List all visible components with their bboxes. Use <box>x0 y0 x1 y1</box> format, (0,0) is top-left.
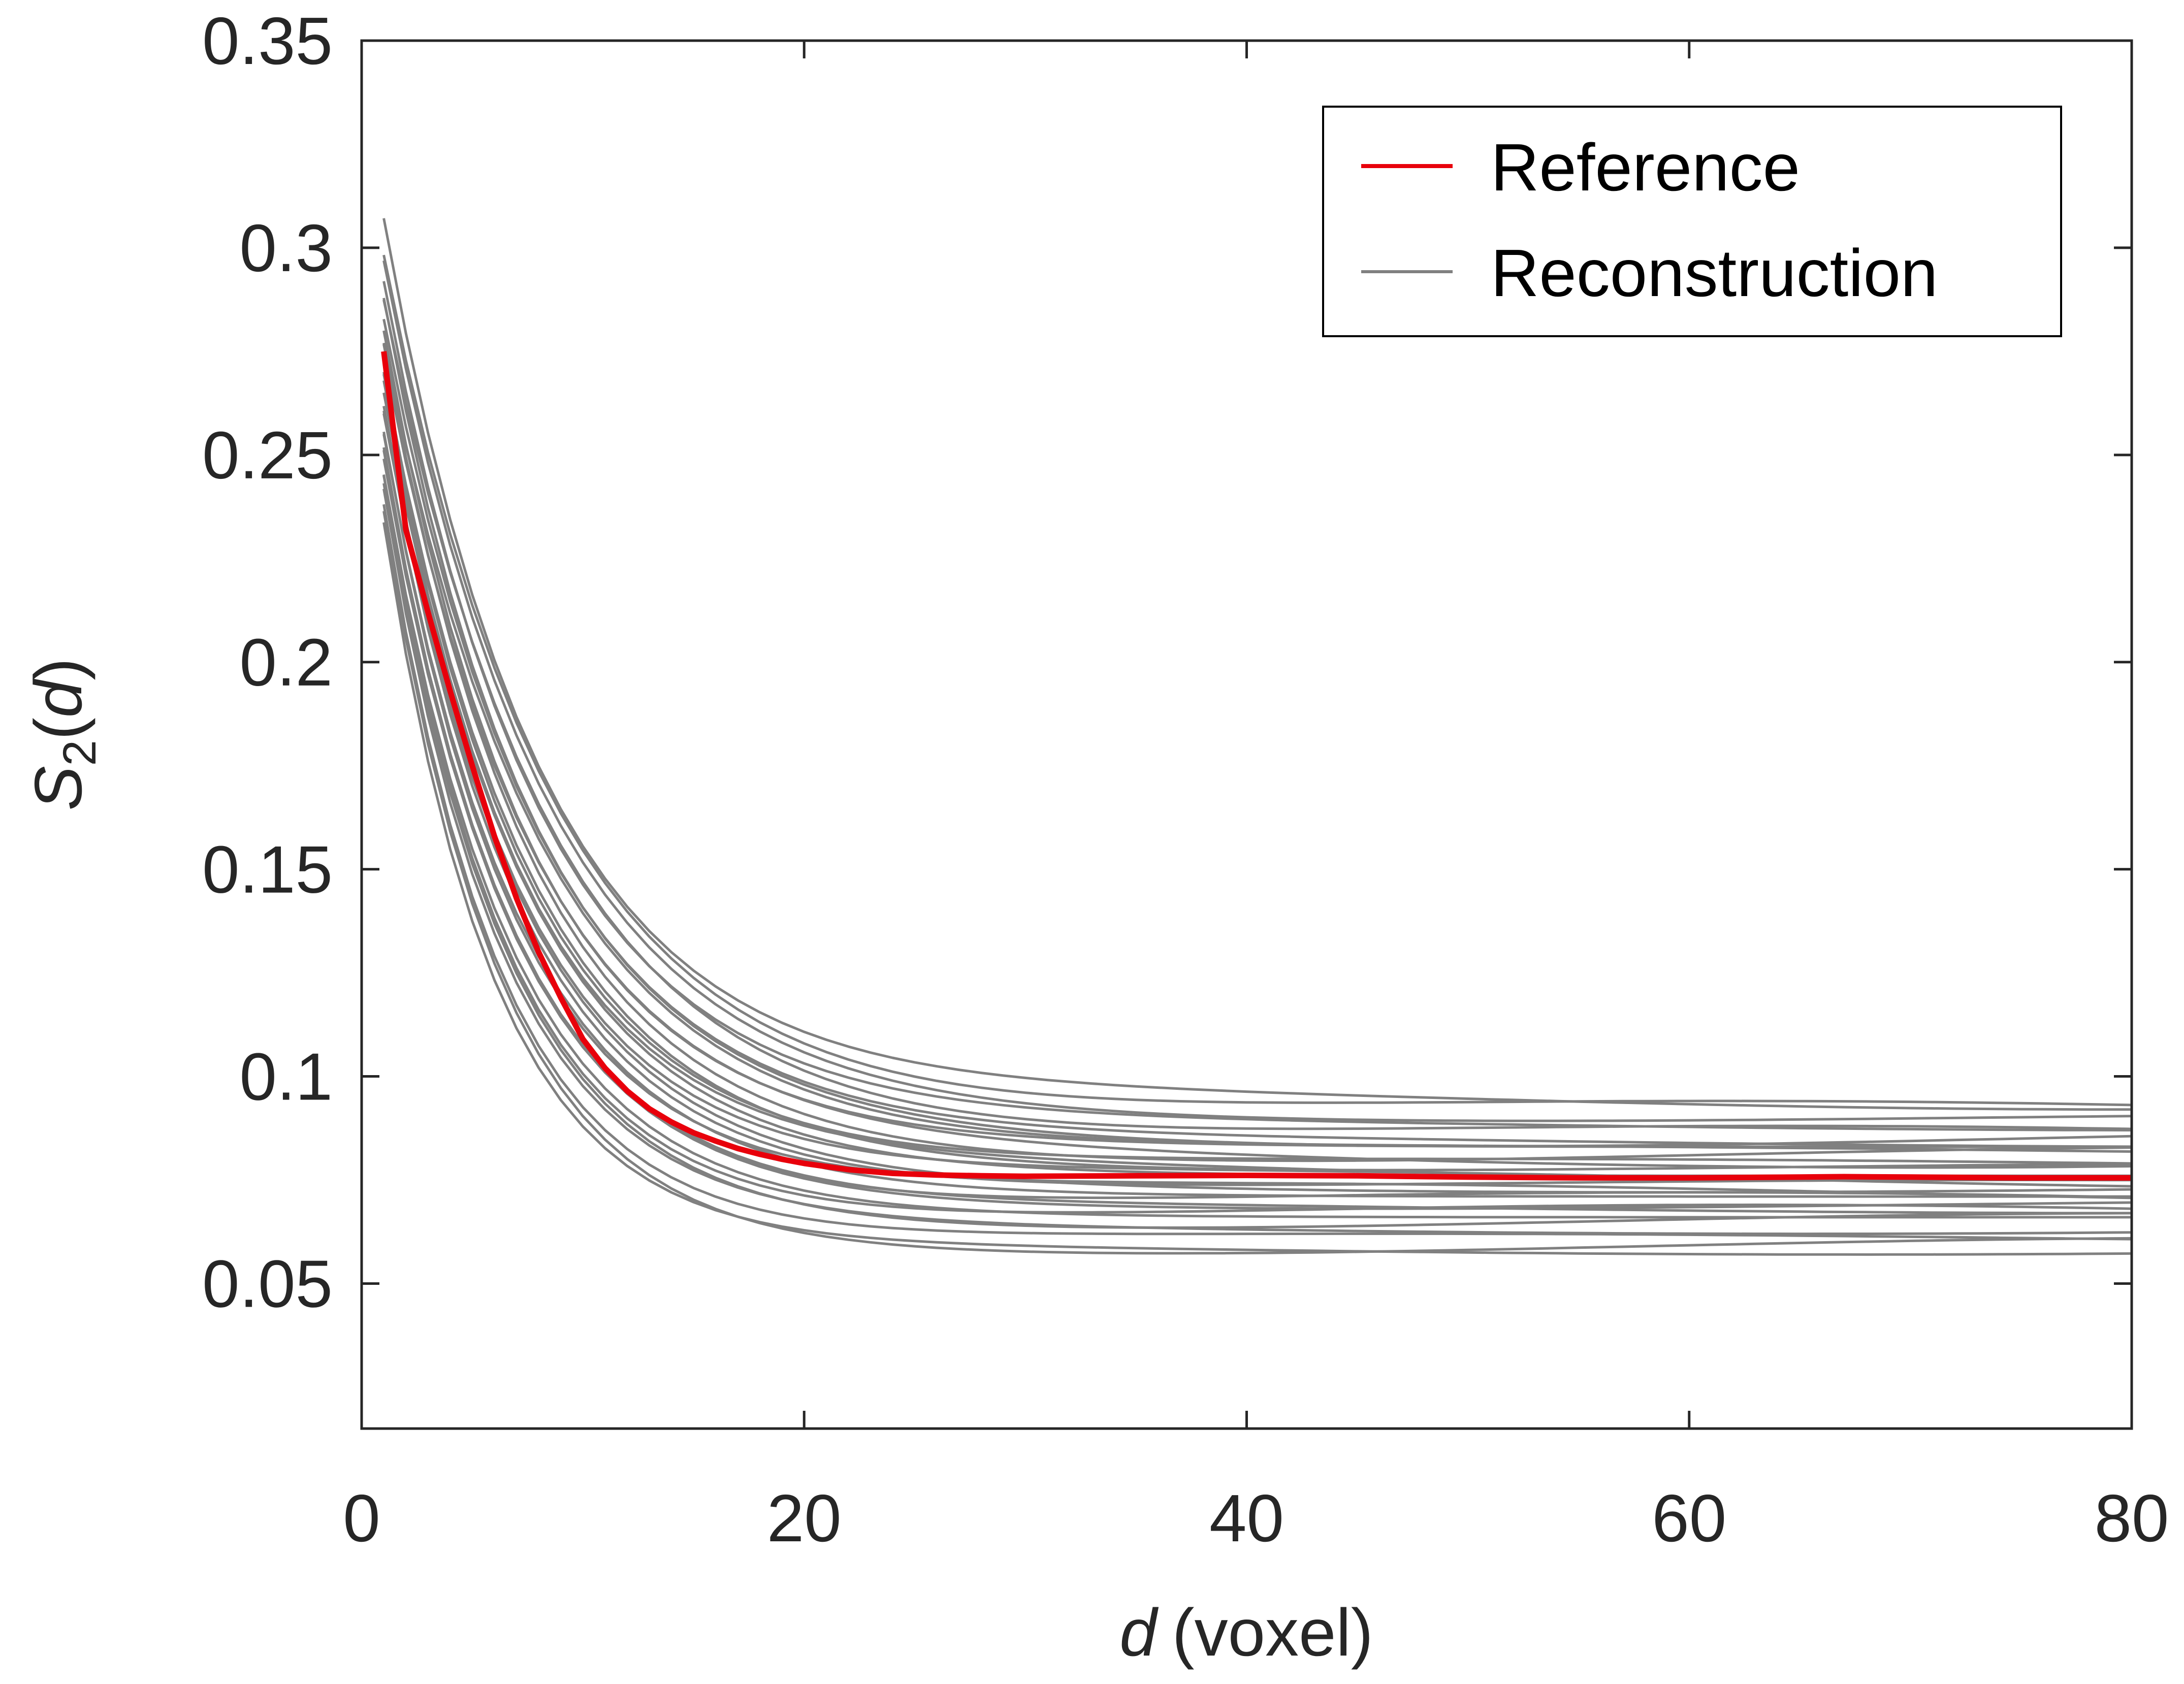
reconstruction-line <box>382 522 2132 1256</box>
reconstruction-line <box>382 474 2132 1214</box>
y-tick-label: 0.05 <box>202 1246 333 1321</box>
x-axis-label-var: d <box>1119 1595 1159 1670</box>
reconstruction-line <box>382 344 2132 1162</box>
legend: Reference Reconstruction <box>1322 106 2062 337</box>
reconstruction-line <box>382 300 2132 1130</box>
y-axis-label: S2(d) <box>21 658 106 811</box>
y-axis-label-close: ) <box>21 658 95 681</box>
y-axis-label-arg: d <box>21 678 95 718</box>
x-tick-label: 60 <box>1652 1481 1726 1556</box>
reference-line <box>381 351 2132 1181</box>
reference-series <box>381 351 2132 1181</box>
reconstruction-line <box>382 489 2132 1236</box>
legend-box <box>1322 106 2062 337</box>
x-axis-label: d (voxel) <box>1119 1595 1373 1670</box>
y-tick-label: 0.35 <box>202 4 333 78</box>
x-tick-label: 20 <box>767 1481 842 1556</box>
x-axis: 0 20 40 60 80 <box>343 41 2169 1556</box>
reconstruction-line <box>382 342 2132 1153</box>
legend-reference-label: Reference <box>1491 130 1800 205</box>
y-tick-label: 0.1 <box>240 1040 333 1114</box>
y-axis: 0.05 0.1 0.15 0.2 0.25 0.3 0.35 <box>202 4 2132 1321</box>
reconstruction-line <box>382 372 2132 1165</box>
x-axis-label-unit: (voxel) <box>1172 1595 1373 1670</box>
reconstruction-line <box>382 318 2132 1148</box>
x-tick-label: 40 <box>1209 1481 1284 1556</box>
reconstruction-line <box>382 504 2132 1241</box>
reconstruction-line <box>382 410 2132 1186</box>
y-axis-label-var: S <box>21 766 95 811</box>
y-tick-label: 0.2 <box>240 625 333 700</box>
y-axis-label-sub: 2 <box>54 740 106 766</box>
reconstruction-line <box>382 511 2132 1255</box>
y-tick-label: 0.15 <box>202 832 333 907</box>
reconstruction-line <box>382 254 2132 1107</box>
reconstruction-line <box>382 260 2132 1122</box>
y-tick-label: 0.3 <box>240 211 333 285</box>
reconstruction-line <box>382 483 2132 1229</box>
y-tick-label: 0.25 <box>202 418 333 493</box>
x-tick-label: 0 <box>343 1481 380 1556</box>
legend-reconstruction-label: Reconstruction <box>1491 236 1938 310</box>
y-axis-label-open: ( <box>21 718 95 740</box>
reconstruction-line <box>382 218 2132 1111</box>
x-tick-label: 80 <box>2095 1481 2169 1556</box>
reconstruction-line <box>382 450 2132 1200</box>
